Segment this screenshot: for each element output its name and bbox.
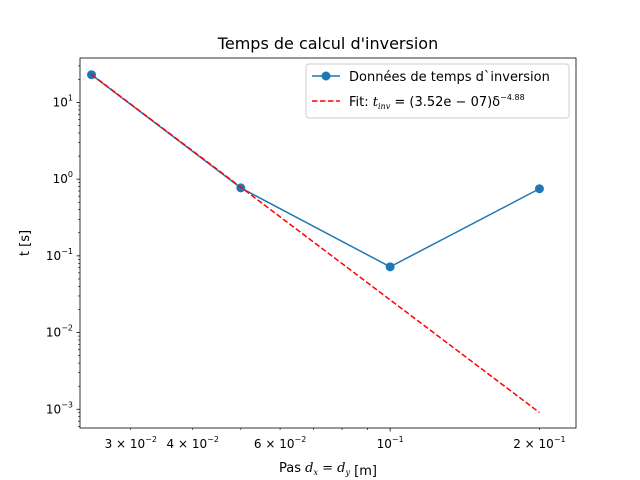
y-tick-label: 10−2: [46, 324, 73, 340]
y-tick-label: 10−3: [46, 400, 73, 416]
series-fit-line: [91, 73, 540, 414]
x-tick-label: 6 × 10−2: [254, 435, 306, 451]
legend-data-marker: [321, 71, 331, 81]
y-axis-label: t [s]: [18, 230, 33, 256]
y-tick-label: 101: [53, 93, 73, 109]
y-tick-label: 100: [53, 170, 73, 186]
y-axis-ticks: 10−3 10−2 10−1 100 101: [46, 65, 80, 427]
x-axis-ticks: 10−1 3 × 10−2 4 × 10−2 6 × 10−2 2 × 10−1: [105, 428, 566, 451]
data-point: [385, 262, 395, 272]
x-tick-label: 2 × 10−1: [513, 435, 565, 451]
x-tick-label: 3 × 10−2: [105, 435, 157, 451]
chart-title: Temps de calcul d'inversion: [217, 34, 438, 53]
data-point: [534, 184, 544, 194]
x-axis-label: Pas dx = dy [m]: [279, 461, 377, 479]
legend: Données de temps d`inversion Fit: tinv =…: [305, 63, 570, 119]
legend-fit-label: Fit: tinv = (3.52e − 07)δ−4.88: [349, 93, 525, 111]
axes-frame: [79, 57, 577, 429]
y-tick-label: 10−1: [46, 247, 73, 263]
legend-box: [305, 63, 570, 119]
series-layer: [87, 70, 544, 414]
x-tick-label: 4 × 10−2: [167, 435, 219, 451]
legend-data-label: Données de temps d`inversion: [349, 70, 550, 85]
series-inversion-line: [91, 74, 540, 268]
x-tick-label: 10−1: [377, 435, 404, 451]
plot-area: [80, 58, 576, 428]
